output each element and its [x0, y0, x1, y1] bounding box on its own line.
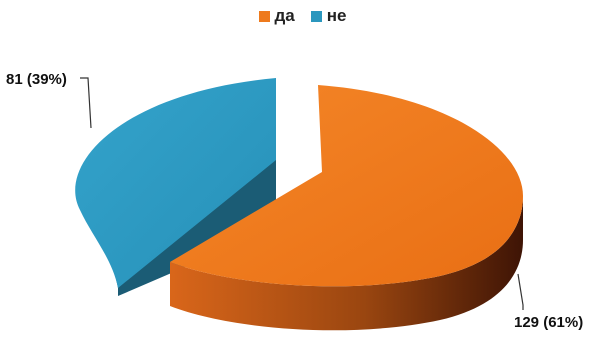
- pie-slice-ne: [75, 78, 276, 296]
- legend-label-ne: не: [326, 6, 347, 25]
- pie-slice-ne-top: [75, 78, 276, 288]
- legend-swatch-ne: [310, 10, 322, 22]
- pie-slice-da-top: [170, 85, 523, 287]
- data-label-ne: 81 (39%): [6, 71, 67, 88]
- legend-swatch-da: [258, 10, 270, 22]
- leader-line-ne: [80, 77, 92, 129]
- legend-item-ne: не: [310, 6, 347, 26]
- legend-item-da: да: [258, 6, 295, 26]
- data-label-da: 129 (61%): [514, 314, 583, 331]
- pie-slice-da: [170, 85, 523, 331]
- legend-label-da: да: [274, 6, 295, 25]
- pie-slice-da-side: [170, 196, 523, 331]
- legend: да не: [0, 6, 605, 26]
- leader-line-da: [517, 273, 524, 310]
